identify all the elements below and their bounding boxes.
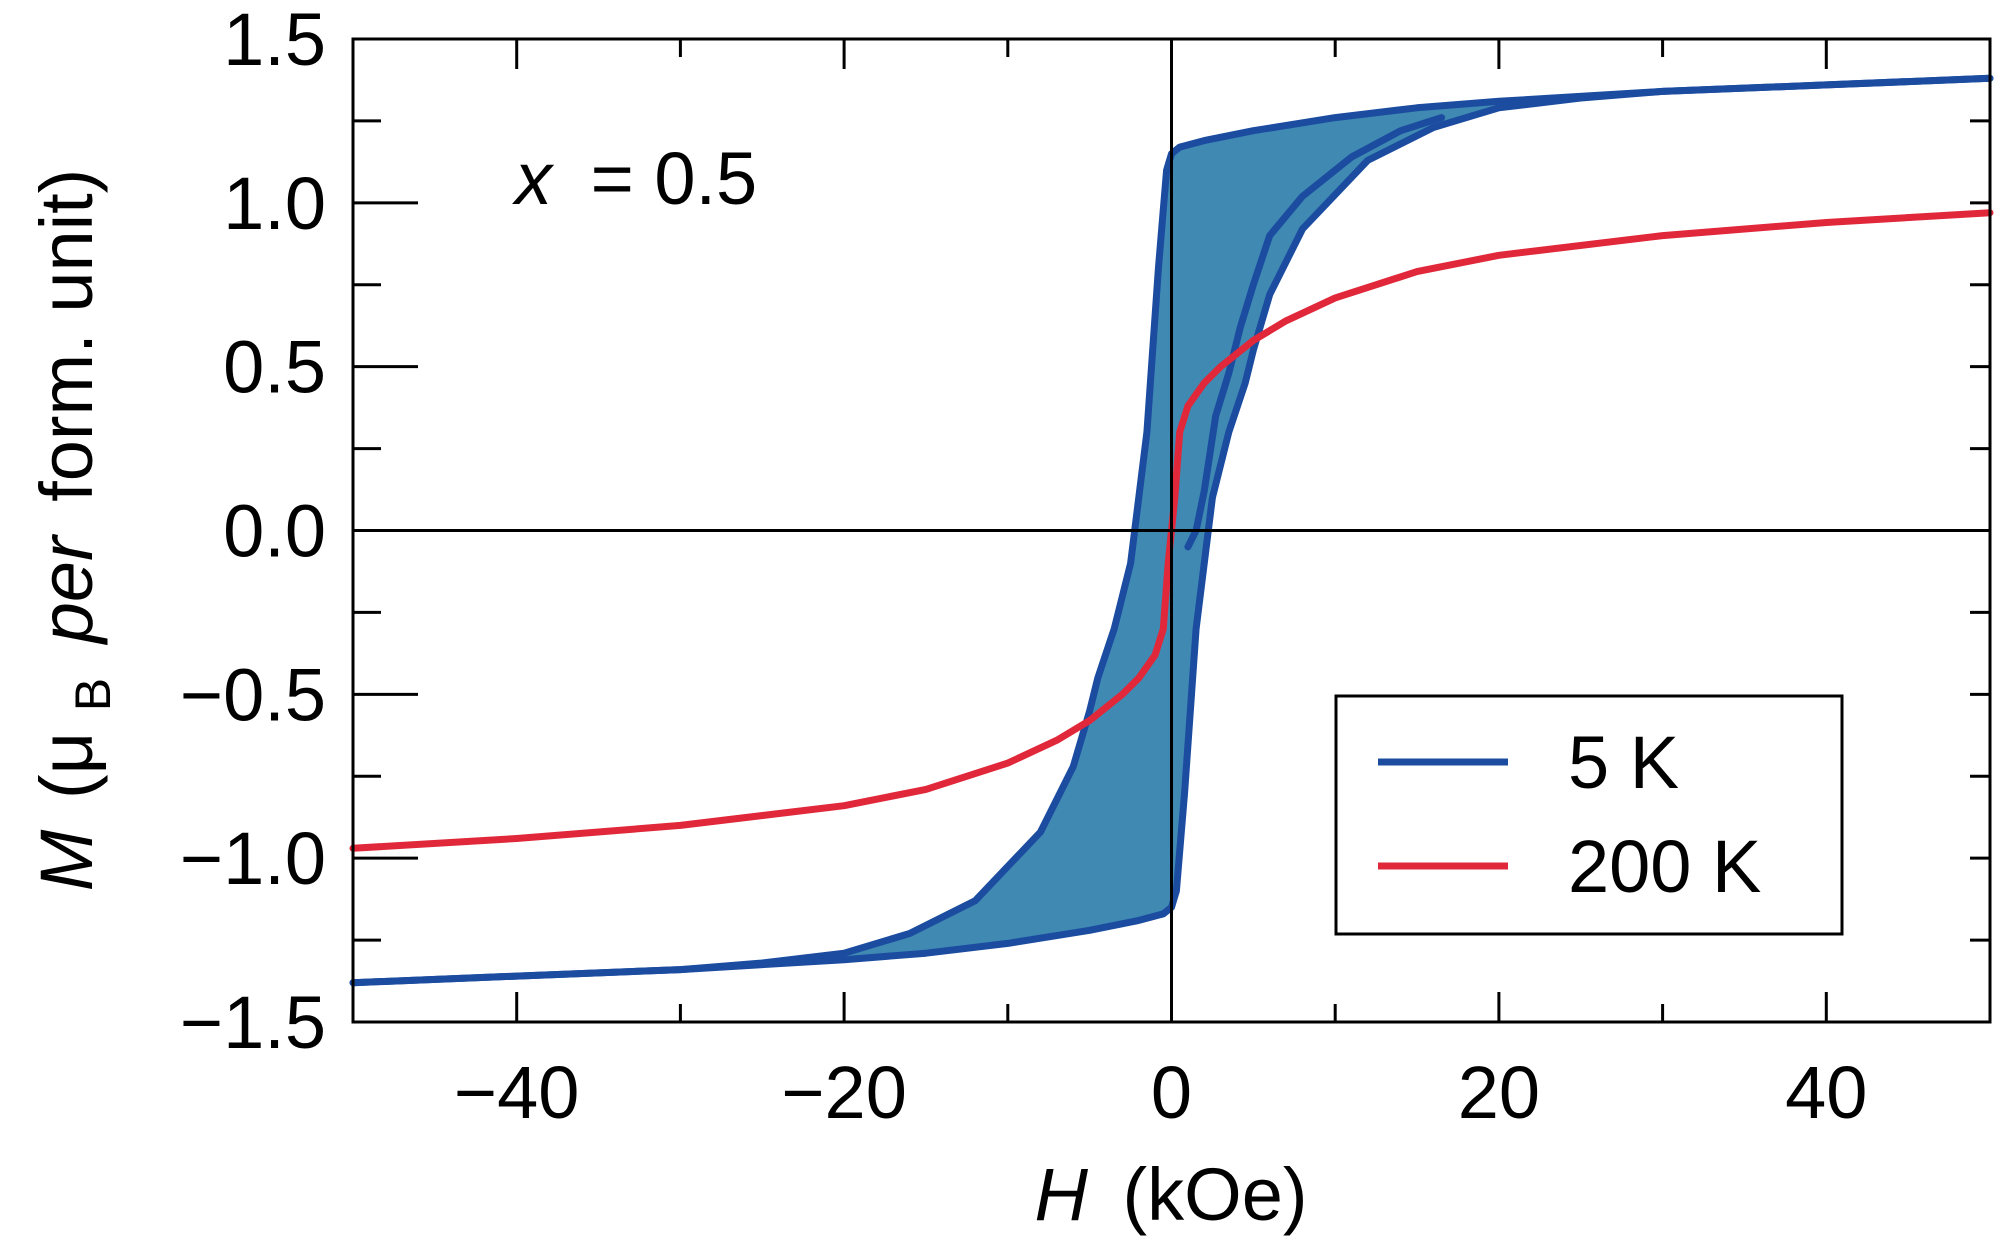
x-tick-label: −40 bbox=[454, 1051, 580, 1134]
ticks-layer bbox=[351, 37, 1992, 1024]
legend: 5 K 200 K bbox=[1334, 694, 1844, 936]
series-5k-curve-1 bbox=[349, 74, 1994, 987]
legend-label-5k: 5 K bbox=[1568, 721, 1679, 804]
x-tick-label: 40 bbox=[1785, 1051, 1867, 1134]
legend-box bbox=[1334, 694, 1844, 936]
x-tick-label: 0 bbox=[1151, 1051, 1192, 1134]
y-tick-label: −0.5 bbox=[180, 653, 326, 736]
legend-label-200k: 200 K bbox=[1568, 825, 1761, 908]
tick-labels-layer: −40 −20 0 20 40 1.5 1.0 0.5 0.0 −0.5 −1.0 −1.5 bbox=[180, 0, 1868, 1134]
y-axis-rest: form. unit) bbox=[25, 169, 108, 502]
annotation-var: x bbox=[512, 137, 555, 220]
y-axis-title: M (μ B per form. unit) bbox=[25, 169, 126, 892]
y-tick-label: 0.5 bbox=[223, 326, 326, 409]
y-axis-sub: B bbox=[65, 678, 121, 711]
y-tick-label: 1.5 bbox=[223, 0, 326, 81]
x-axis-var: H bbox=[1034, 1153, 1088, 1236]
y-axis-per: per bbox=[25, 533, 108, 645]
y-tick-label: −1.0 bbox=[180, 817, 326, 900]
y-tick-label: 0.0 bbox=[223, 490, 326, 573]
x-tick-label: −20 bbox=[781, 1051, 907, 1134]
x-tick-label: 20 bbox=[1458, 1051, 1540, 1134]
y-axis-var: M bbox=[25, 829, 108, 891]
y-tick-label: −1.5 bbox=[180, 981, 326, 1064]
y-axis-open: (μ bbox=[25, 732, 108, 799]
series-5k-curve-0 bbox=[349, 74, 1994, 987]
x-axis-title: H (kOe) bbox=[1034, 1153, 1307, 1236]
series-5k-curve-2 bbox=[1184, 114, 1446, 551]
annotation-x-value: x = 0.5 bbox=[512, 137, 757, 220]
x-axis-unit: (kOe) bbox=[1123, 1153, 1308, 1236]
annotation-rest: = 0.5 bbox=[591, 137, 758, 220]
y-tick-label: 1.0 bbox=[223, 162, 326, 245]
